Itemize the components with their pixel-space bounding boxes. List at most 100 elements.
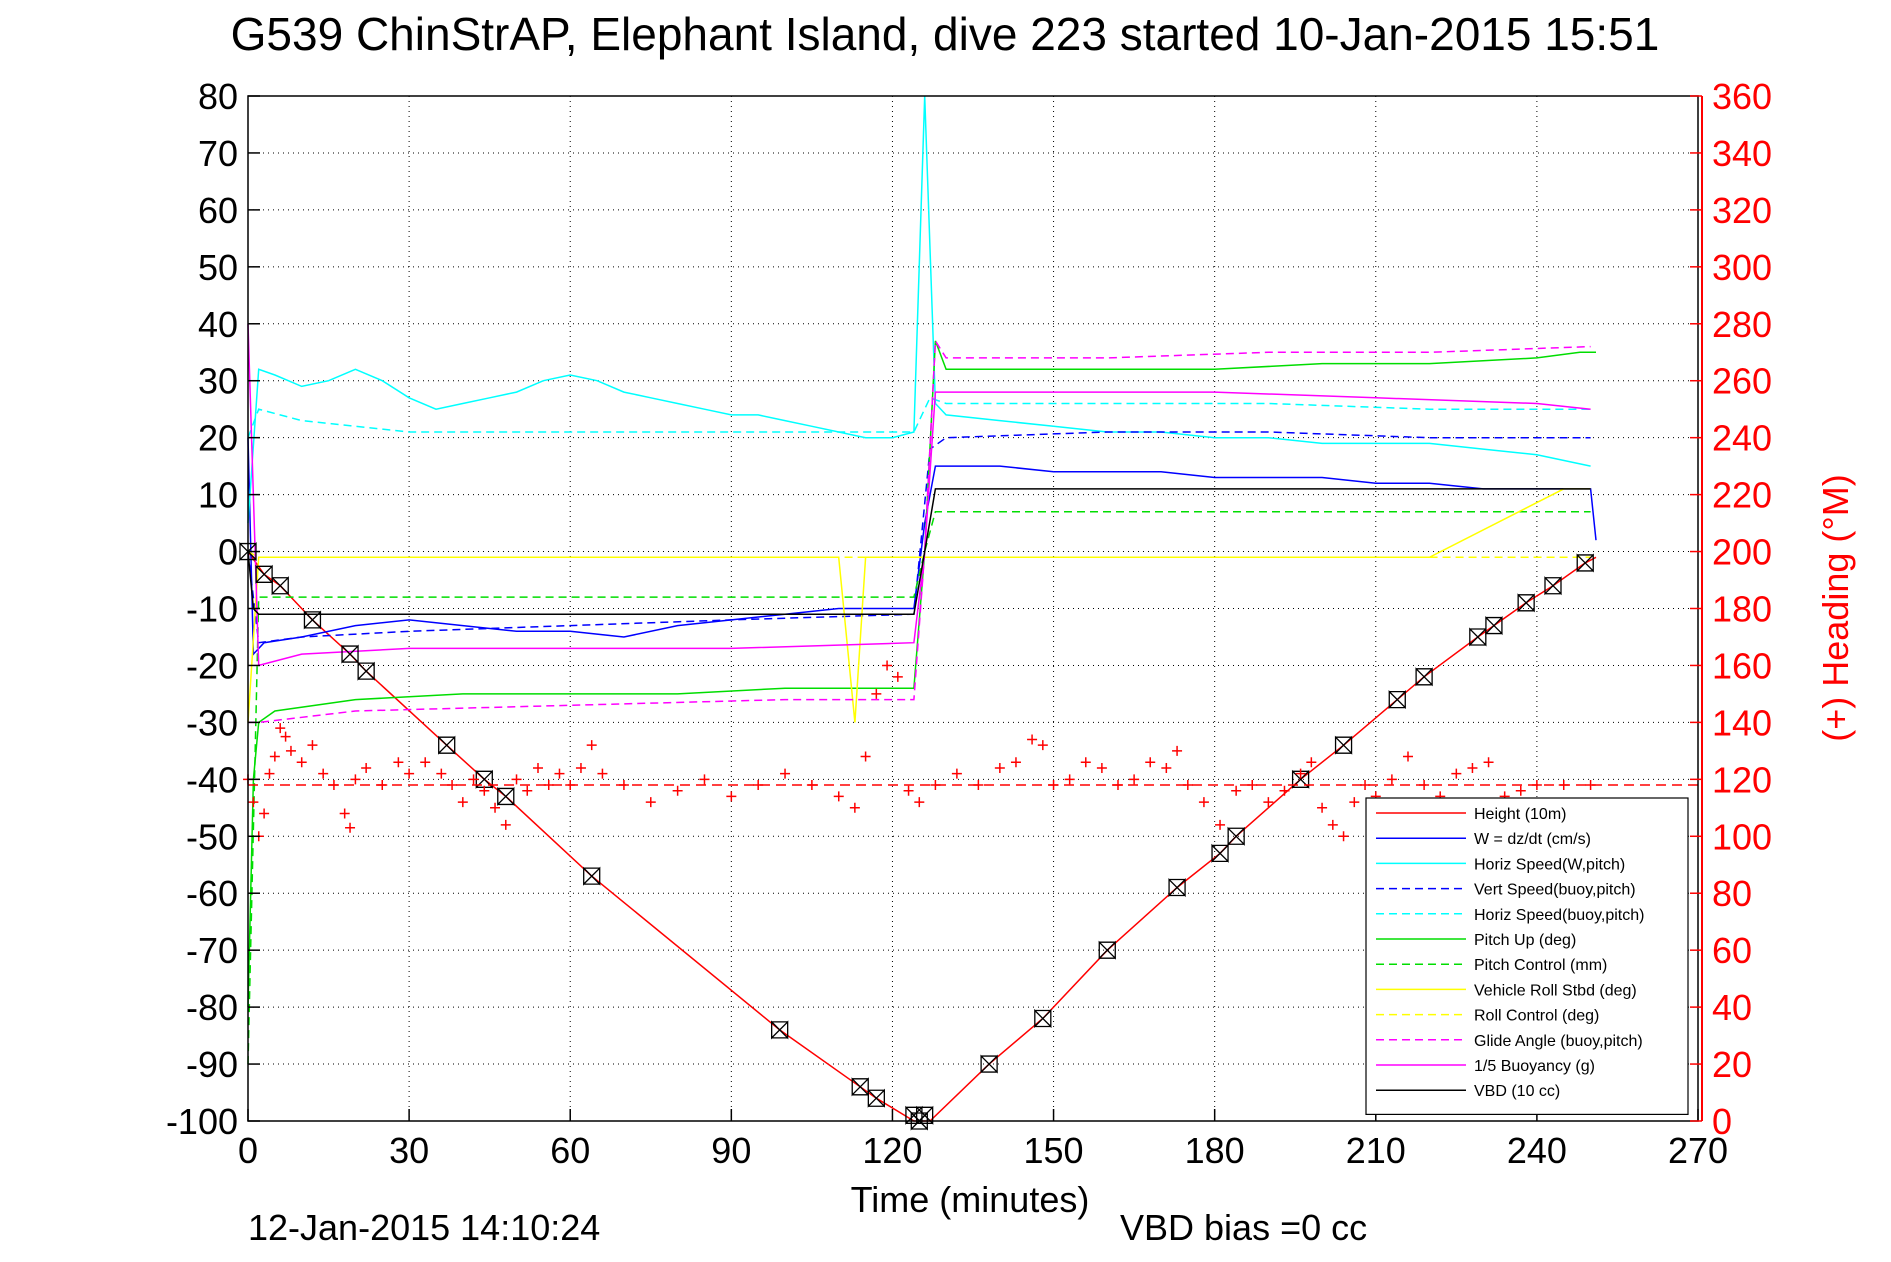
dive-marker [1388,690,1406,710]
heading-point [903,785,914,796]
y2-tick-label: 260 [1712,361,1772,402]
dive-marker [1098,940,1116,960]
y-tick-label: -10 [186,589,238,630]
heading-point [420,757,431,768]
heading-point [377,780,388,791]
y-tick-label: 0 [218,532,238,573]
dive-marker [867,1088,885,1108]
dive-markers [239,541,1594,1131]
heading-point [1198,797,1209,808]
y2-tick-label: 100 [1712,816,1772,857]
vbd-bias-note: VBD bias =0 cc [1120,1207,1367,1248]
axes: -100-90-80-70-60-50-40-30-20-10010203040… [166,76,1772,1171]
heading-point [1027,734,1038,745]
x-tick-label: 270 [1668,1130,1728,1171]
y-tick-label: -30 [186,702,238,743]
dive-marker [271,576,289,596]
dive-marker [980,1054,998,1074]
heading-point [345,822,356,833]
heading-point [436,768,447,779]
heading-point [554,768,565,779]
legend-label: Horiz Speed(buoy,pitch) [1474,907,1644,924]
dive-marker [341,644,359,664]
heading-point [1327,819,1338,830]
heading-point [871,688,882,699]
heading-point [1096,762,1107,773]
y-tick-label: 40 [198,304,238,345]
legend-label: Horiz Speed(W,pitch) [1474,856,1625,873]
y2-tick-label: 240 [1712,418,1772,459]
x-axis-label: Time (minutes) [851,1179,1090,1220]
x-tick-label: 120 [862,1130,922,1171]
heading-point [753,780,764,791]
heading-point [479,785,490,796]
y2-tick-label: 140 [1712,702,1772,743]
legend-box [1365,797,1689,1115]
y-tick-label: -40 [186,759,238,800]
heading-point [307,740,318,751]
y2-tick-label: 300 [1712,247,1772,288]
y2-tick-label: 340 [1712,133,1772,174]
series-line [247,323,1591,667]
y2-tick-label: 40 [1712,987,1752,1028]
legend-label: W = dz/dt (cm/s) [1474,831,1591,848]
dive-marker [1576,553,1594,573]
heading-point [1483,757,1494,768]
y-tick-label: 50 [198,247,238,288]
heading-point [1247,780,1258,791]
heading-point [645,797,656,808]
heading-point [914,797,925,808]
y2-tick-label: 280 [1712,304,1772,345]
heading-point [1037,740,1048,751]
y-tick-label: -70 [186,930,238,971]
heading-point [361,762,372,773]
y2-tick-label: 120 [1712,759,1772,800]
y2-tick-label: 220 [1712,475,1772,516]
heading-point [511,774,522,785]
y-tick-label: 30 [198,361,238,402]
heading-point [1295,768,1306,779]
dive-marker [1034,1008,1052,1029]
x-tick-label: 30 [389,1130,429,1171]
heading-point [285,745,296,756]
heading-point [269,751,280,762]
heading-point [849,802,860,813]
dive-marker [1211,843,1229,863]
heading-point [393,757,404,768]
heading-point [1215,819,1226,830]
y2-tick-label: 20 [1712,1044,1752,1085]
heading-point [1263,797,1274,808]
dive-marker [851,1077,869,1097]
y2-tick-label: 320 [1712,190,1772,231]
heading-point [892,671,903,682]
y-tick-label: -60 [186,873,238,914]
heading-point [350,774,361,785]
heading-point [1467,762,1478,773]
heading-point [565,780,576,791]
heading-point [468,774,479,785]
heading-point [951,768,962,779]
heading-point [280,731,291,742]
heading-point [1403,751,1413,762]
heading-point [404,768,415,779]
heading-point [1064,774,1075,785]
legend-label: Vehicle Roll Stbd (deg) [1474,982,1637,999]
y-tick-label: -90 [186,1044,238,1085]
dive-marker [916,1105,934,1125]
y2-tick-label: 200 [1712,532,1772,573]
legend-label: Glide Angle (buoy,pitch) [1474,1033,1643,1050]
heading-point [296,757,307,768]
dive-marker [1485,616,1503,636]
heading-point [318,768,329,779]
y2-tick-label: 160 [1712,645,1772,686]
x-tick-label: 0 [238,1130,258,1171]
heading-point [1585,780,1596,791]
y-tick-label: 70 [198,133,238,174]
heading-point [806,780,817,791]
heading-point [833,791,844,802]
dive-marker [357,661,375,681]
dive-marker [1334,735,1353,755]
heading-point [726,791,737,802]
heading-point [882,660,893,671]
heading-point [1182,780,1193,791]
